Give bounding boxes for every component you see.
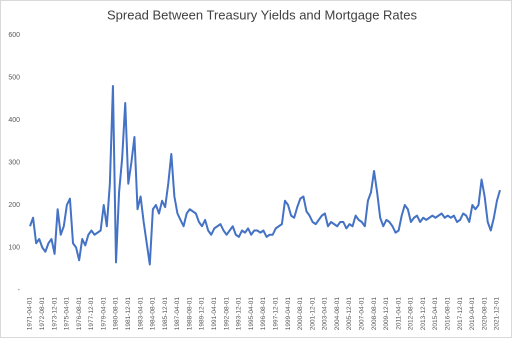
x-tick-label: 2008-08-01 [371,297,378,331]
y-tick-label: - [18,287,21,294]
y-tick-label: 200 [8,202,20,209]
x-tick-label: 2019-04-01 [469,297,476,331]
series-line [29,85,501,266]
x-tick-label: 2017-12-01 [457,297,464,331]
y-tick-label: 400 [8,117,20,124]
x-tick-label: 1996-08-01 [260,297,267,331]
x-tick-label: 2005-12-01 [346,297,353,331]
x-tick-label: 2012-08-01 [408,297,415,331]
x-tick-label: 1980-08-01 [113,297,120,331]
x-tick-label: 2021-12-01 [494,297,501,331]
x-tick-label: 1981-12-01 [125,297,132,331]
x-tick-label: 1987-04-01 [174,297,181,331]
x-tick-label: 1979-04-01 [100,297,107,331]
x-tick-label: 2004-08-01 [334,297,341,331]
x-tick-label: 1976-08-01 [76,297,83,331]
y-tick-label: 600 [8,32,20,39]
x-tick-label: 1997-12-01 [272,297,279,331]
y-tick-label: 100 [8,244,20,251]
x-tick-label: 1993-12-01 [236,297,243,331]
x-tick-label: 1991-04-01 [211,297,218,331]
x-tick-label: 1975-04-01 [64,297,71,331]
x-tick-label: 2001-12-01 [309,297,316,331]
y-tick-label: 300 [8,159,20,166]
x-tick-label: 1984-08-01 [150,297,157,331]
x-tick-label: 1983-04-01 [137,297,144,331]
x-tick-label: 1977-12-01 [88,297,95,331]
x-tick-label: 1971-04-01 [27,297,34,331]
x-tick-label: 2016-08-01 [444,297,451,331]
x-tick-label: 2007-04-01 [358,297,365,331]
x-tick-label: 1985-12-01 [162,297,169,331]
x-tick-label: 1988-08-01 [186,297,193,331]
x-tick-label: 1972-08-01 [39,297,46,331]
x-tick-label: 1989-12-01 [199,297,206,331]
x-tick-label: 2003-04-01 [322,297,329,331]
chart-title: Spread Between Treasury Yields and Mortg… [107,7,418,22]
x-tick-label: 1992-08-01 [223,297,230,331]
x-tick-label: 2009-12-01 [383,297,390,331]
x-tick-label: 2000-08-01 [297,297,304,331]
x-tick-label: 2011-04-01 [395,297,402,330]
x-tick-label: 1973-12-01 [51,297,58,331]
x-tick-label: 1995-04-01 [248,297,255,331]
x-tick-label: 2015-04-01 [432,297,439,331]
x-tick-label: 2013-12-01 [420,297,427,331]
y-tick-label: 500 [8,74,20,81]
x-tick-label: 1999-04-01 [285,297,292,331]
x-tick-label: 2020-08-01 [481,297,488,331]
